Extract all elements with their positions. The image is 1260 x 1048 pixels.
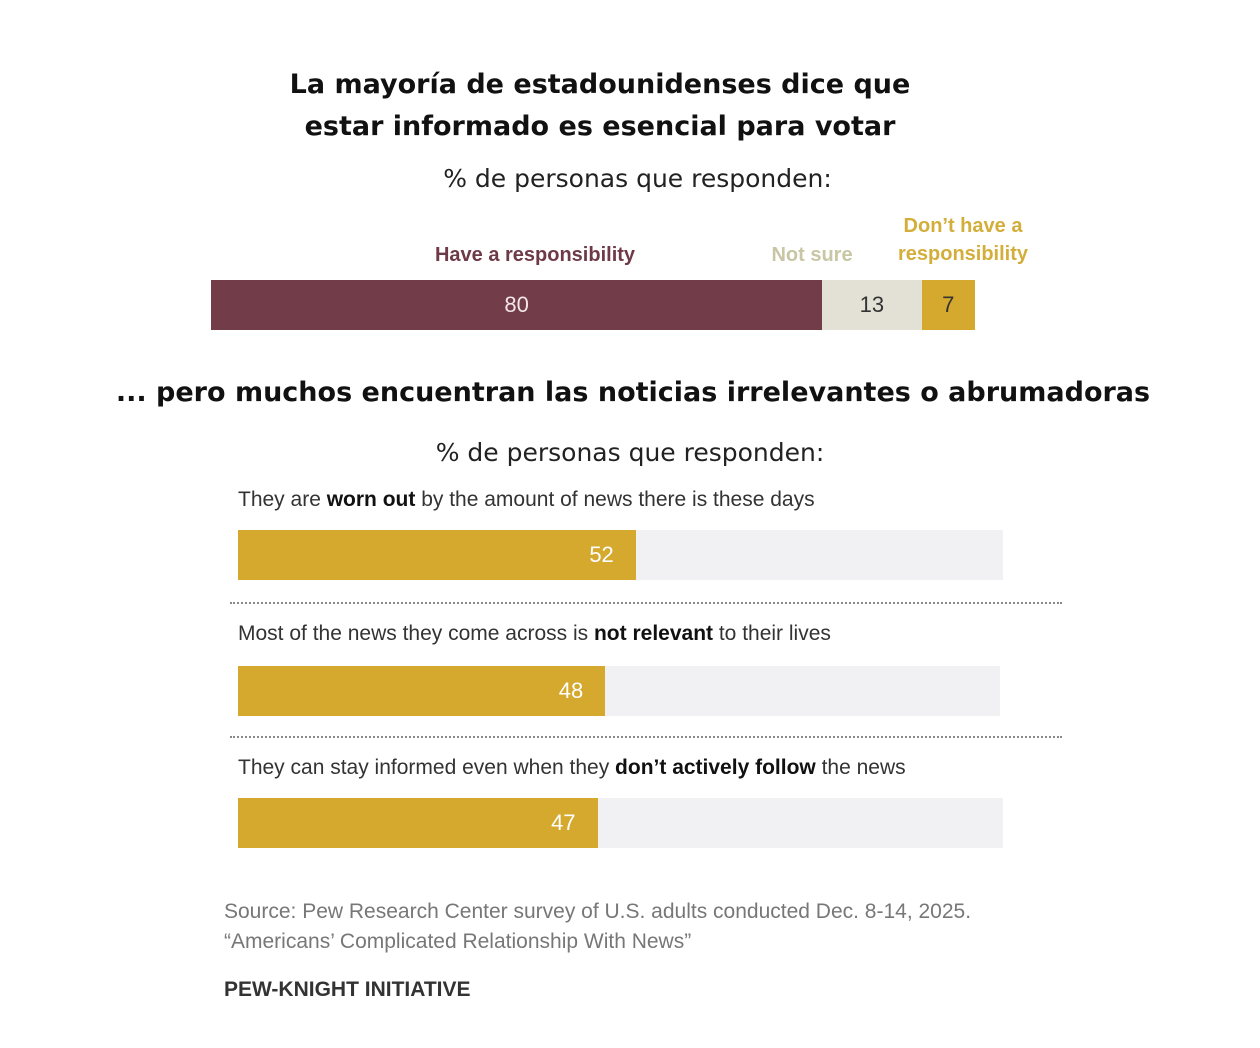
label-text: by the amount of news there is these day… [415,488,815,511]
bar: 48 [238,666,606,716]
source-line-1: Source: Pew Research Center survey of U.… [224,900,972,923]
data-label: 13 [859,292,885,317]
label-text: to their lives [713,622,831,645]
label-text: the news [815,756,906,779]
legend-dont-have-responsibility: Don’t have a responsibility [880,212,1046,268]
label-emphasis: don’t actively follow [615,756,816,779]
bar-track: 47 [238,798,1003,848]
legend-line-2: responsibility [897,243,1029,265]
legend-line-1: Don’t have a [903,215,1023,237]
item-label: They can stay informed even when they do… [238,756,906,780]
bar-segment-0: 80 [211,280,823,330]
section2-title: ... pero muchos encuentran las noticias … [115,377,1151,408]
chart-title: La mayoría de estadounidenses dice que e… [0,64,1200,148]
bar: 47 [238,798,598,848]
brand-label: PEW-KNIGHT INITIATIVE [224,978,471,1001]
legend-have-responsibility: Have a responsibility [434,244,636,266]
label-text: They are [238,488,327,511]
bar-track: 48 [238,666,1000,716]
label-text: They can stay informed even when they [238,756,616,779]
source-line-2: “Americans’ Complicated Relationship Wit… [224,930,692,953]
title-line-2: estar informado es esencial para votar [304,111,896,142]
divider [230,602,1062,604]
subtitle-1: % de personas que responden: [443,164,832,193]
data-label: 7 [942,292,955,317]
legend-not-sure: Not sure [771,244,853,266]
label-text: Most of the news they come across is [238,622,594,645]
title-line-1: La mayoría de estadounidenses dice que [289,69,911,100]
source-note: Source: Pew Research Center survey of U.… [224,897,971,957]
data-label: 52 [589,542,614,567]
item-label: Most of the news they come across is not… [238,622,831,646]
subtitle-2: % de personas que responden: [435,438,825,467]
data-label: 48 [558,678,584,703]
bar-segment-2: 7 [921,280,975,330]
data-label: 47 [551,810,576,835]
item-label: They are worn out by the amount of news … [238,488,815,512]
divider [230,736,1062,738]
bar-track: 52 [238,530,1003,580]
data-label: 80 [504,292,529,317]
bar: 52 [238,530,636,580]
label-emphasis: not relevant [593,622,714,645]
label-emphasis: worn out [326,488,416,511]
bar-segment-1: 13 [822,280,922,330]
